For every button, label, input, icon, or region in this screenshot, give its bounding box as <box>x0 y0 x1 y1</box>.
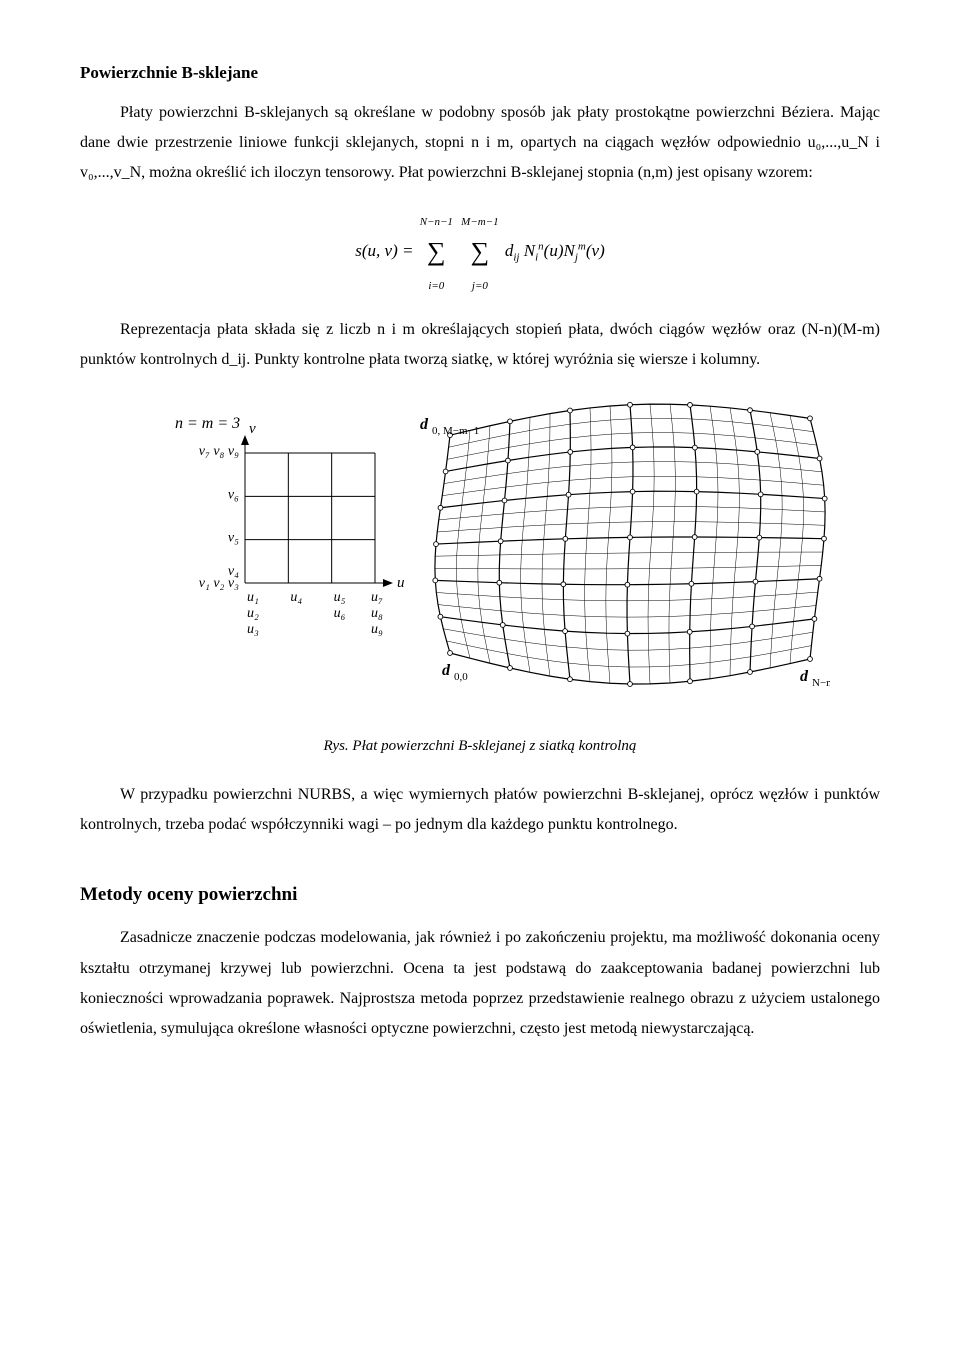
paragraph-2: Reprezentacja płata składa się z liczb n… <box>80 315 880 376</box>
svg-text:u₅: u₅ <box>334 590 346 605</box>
figure-caption: Rys. Płat powierzchni B-sklejanej z siat… <box>80 735 880 758</box>
svg-text:v: v <box>249 421 256 437</box>
paragraph-4: Zasadnicze znaczenie podczas modelowania… <box>80 923 880 1045</box>
svg-text:0, M−m−1: 0, M−m−1 <box>432 426 479 438</box>
section-heading-2: Metody oceny powierzchni <box>80 881 880 910</box>
svg-text:u₃: u₃ <box>247 622 259 637</box>
svg-text:u₈: u₈ <box>371 606 383 621</box>
svg-text:v₁ v₂ v₃: v₁ v₂ v₃ <box>199 576 239 591</box>
svg-text:u₂: u₂ <box>247 606 259 621</box>
figure-svg: n = m = 3vuv₇ v₈ v₉v₆v₅v₄v₁ v₂ v₃u₁u₄u₅u… <box>130 393 830 713</box>
svg-text:N−n−1,0: N−n−1,0 <box>812 677 830 689</box>
svg-text:d: d <box>800 668 809 685</box>
formula-rhs: dij Nin(u)Njm(v) <box>505 241 605 260</box>
svg-text:u₁: u₁ <box>247 590 259 605</box>
svg-text:u₆: u₆ <box>334 606 346 621</box>
sum1-sigma: ∑ <box>427 237 446 266</box>
svg-text:u₇: u₇ <box>371 590 383 605</box>
sum1-upper: N−n−1 <box>420 216 453 228</box>
figure-bspline-patch: n = m = 3vuv₇ v₈ v₉v₆v₅v₄v₁ v₂ v₃u₁u₄u₅u… <box>80 393 880 721</box>
svg-text:v₆: v₆ <box>228 488 239 503</box>
svg-text:d: d <box>420 417 429 434</box>
svg-text:n = m = 3: n = m = 3 <box>175 415 240 432</box>
paragraph-3: W przypadku powierzchni NURBS, a więc wy… <box>80 780 880 841</box>
svg-text:v₅: v₅ <box>228 531 239 546</box>
svg-text:u₉: u₉ <box>371 622 383 637</box>
formula-lhs: s(u, v) = <box>355 241 413 260</box>
section-heading: Powierzchnie B-sklejane <box>80 60 880 86</box>
svg-text:0,0: 0,0 <box>454 671 468 683</box>
sum1-lower: i=0 <box>428 280 444 292</box>
sum2-upper: M−m−1 <box>461 216 498 228</box>
svg-text:d: d <box>442 662 451 679</box>
formula-bspline-surface: s(u, v) = N−n−1 ∑ i=0 M−m−1 ∑ j=0 dij Ni… <box>80 207 880 297</box>
paragraph-1: Płaty powierzchni B-sklejanych są określ… <box>80 98 880 189</box>
sum2-lower: j=0 <box>472 280 488 292</box>
svg-text:u₄: u₄ <box>290 590 302 605</box>
svg-text:v₇ v₈ v₉: v₇ v₈ v₉ <box>199 444 239 459</box>
svg-text:u: u <box>397 575 405 591</box>
sum2-sigma: ∑ <box>471 237 490 266</box>
